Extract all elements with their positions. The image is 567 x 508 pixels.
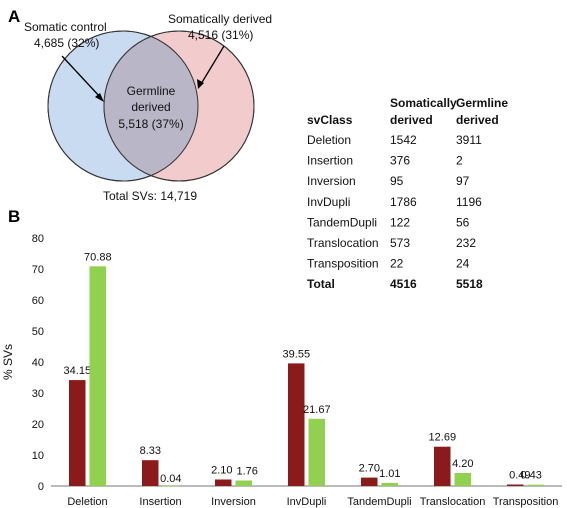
table-row-0-somatic: 1542 <box>390 133 417 147</box>
x-tick-label: Translocation <box>420 496 486 508</box>
table-row-5-somatic: 573 <box>390 236 410 250</box>
table-row-0-svClass: Deletion <box>307 133 351 147</box>
somatic-control-value: 4,685 (32%) <box>34 36 99 50</box>
somatically-derived-value: 4,516 (31%) <box>188 28 253 42</box>
table-row-2-germline: 97 <box>456 174 470 188</box>
table-total-germline: 5518 <box>456 277 483 291</box>
table-row-4-somatic: 122 <box>390 215 410 229</box>
somatically-derived-outline <box>103 30 255 182</box>
table-row-3-svClass: InvDupli <box>307 195 350 209</box>
bar-series2 <box>162 485 179 487</box>
data-label: 12.69 <box>429 432 457 444</box>
germline-label-line1: Germline <box>127 84 176 98</box>
y-tick-label: 80 <box>32 233 44 245</box>
x-tick-label: Transposition <box>493 496 559 508</box>
bar-series2 <box>89 266 106 486</box>
somatic-control-label: Somatic control <box>24 20 107 34</box>
table-row-1-svClass: Insertion <box>307 154 353 168</box>
data-label: 21.67 <box>303 404 331 416</box>
table-total-somatic: 4516 <box>390 277 417 291</box>
bar-series1 <box>142 460 159 486</box>
table-row-6-svClass: Transposition <box>307 257 379 271</box>
somatic-control-outline <box>47 30 199 182</box>
bar-series2 <box>381 482 398 486</box>
table-row-6-somatic: 22 <box>390 257 404 271</box>
germline-label-line2: derived <box>131 100 170 114</box>
data-label: 2.70 <box>359 463 380 475</box>
table-row-2-svClass: Inversion <box>307 174 356 188</box>
y-tick-label: 20 <box>32 419 44 431</box>
bar-series2 <box>235 480 252 486</box>
y-tick-label: 50 <box>32 326 44 338</box>
table-total-svClass: Total <box>307 277 335 291</box>
table-body: Deletion 1542 3911 Insertion 376 2 Inversion 95… <box>307 133 483 291</box>
table-row-5-svClass: Translocation <box>307 236 379 250</box>
x-tick-label: Insertion <box>139 496 181 508</box>
data-label: 1.76 <box>237 466 258 478</box>
data-label: 8.33 <box>140 445 161 457</box>
bar-series1 <box>434 446 451 486</box>
sv-class-table: svClass Somatically derived Germline der… <box>307 96 508 291</box>
table-header-somatic-line1: Somatically <box>390 96 457 110</box>
bar-series1 <box>361 477 378 486</box>
arrow-somatically-derived <box>200 45 225 85</box>
arrow-somatic-control <box>61 55 102 99</box>
bar-series1 <box>507 484 524 486</box>
data-label: 1.01 <box>379 468 400 480</box>
x-tick-label: InvDupli <box>287 496 327 508</box>
table-header-svclass: svClass <box>307 113 353 127</box>
table-row-6-germline: 24 <box>456 257 470 271</box>
x-tick-label: Inversion <box>211 496 256 508</box>
bar-series1 <box>215 479 232 486</box>
x-tick-label: Deletion <box>67 496 107 508</box>
arrow-somatically-derived-head <box>197 79 204 89</box>
y-tick-label: 30 <box>32 388 44 400</box>
data-label: 2.10 <box>211 465 232 477</box>
data-label: 34.15 <box>64 365 92 377</box>
data-label: 0.04 <box>160 473 181 485</box>
table-row-3-somatic: 1786 <box>390 195 417 209</box>
y-tick-label: 60 <box>32 295 44 307</box>
table-row-2-somatic: 95 <box>390 174 404 188</box>
data-label: 4.20 <box>452 458 473 470</box>
panel-b-letter: B <box>8 207 20 226</box>
germline-overlap <box>104 31 198 181</box>
bar-series2 <box>308 418 325 486</box>
data-label: 0.43 <box>521 470 542 482</box>
table-header-germline-line2: derived <box>456 113 499 127</box>
venn-diagram <box>47 30 255 182</box>
data-label: 39.55 <box>283 348 311 360</box>
somatically-derived-label: Somatically derived <box>168 12 272 26</box>
table-row-4-svClass: TandemDupli <box>307 215 377 229</box>
y-tick-label: 0 <box>38 481 44 493</box>
table-header-germline-line1: Germline <box>456 96 508 110</box>
table-row-0-germline: 3911 <box>456 133 482 147</box>
table-header-somatic-line2: derived <box>390 113 433 127</box>
data-label: 70.88 <box>84 251 112 263</box>
x-tick-label: TandemDupli <box>347 496 411 508</box>
y-tick-label: 10 <box>32 450 44 462</box>
table-row-1-germline: 2 <box>456 154 463 168</box>
bar-series2 <box>527 484 544 486</box>
arrow-somatic-control-head <box>95 93 104 102</box>
bar-series1 <box>69 380 86 486</box>
panel-a-letter: A <box>8 7 20 26</box>
germline-value: 5,518 (37%) <box>118 117 183 131</box>
y-axis-label: % SVs <box>1 344 15 380</box>
data-label: 0.49 <box>509 470 530 482</box>
y-tick-label: 40 <box>32 357 44 369</box>
bar-series2 <box>454 473 471 486</box>
table-row-5-germline: 232 <box>456 236 476 250</box>
table-row-4-germline: 56 <box>456 215 470 229</box>
total-svs: Total SVs: 14,719 <box>103 189 197 203</box>
bar-series1 <box>288 363 305 486</box>
y-tick-label: 70 <box>32 264 44 276</box>
table-row-3-germline: 1196 <box>456 195 482 209</box>
bar-chart: 0 10 20 30 40 50 60 70 80 Deletion 34.15 70.88 Inser… <box>32 233 562 508</box>
table-row-1-somatic: 376 <box>390 154 410 168</box>
